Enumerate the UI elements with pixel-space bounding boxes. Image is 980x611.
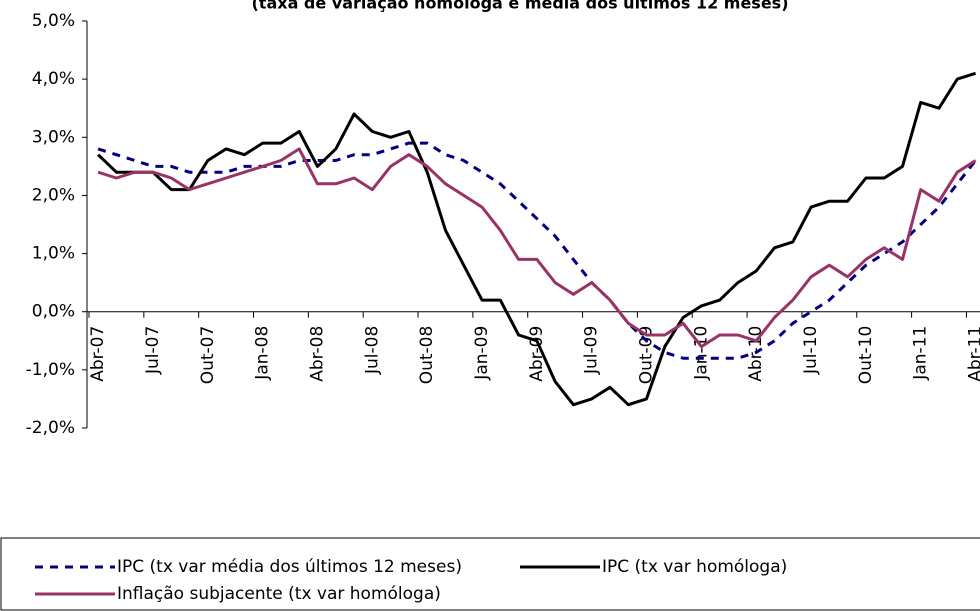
x-tick-label: Jul-09	[582, 326, 602, 375]
x-tick-label: Jul-10	[801, 326, 821, 375]
legend-label: Inflação subjacente (tx var homóloga)	[117, 584, 441, 604]
x-tick-label: Out-07	[198, 326, 218, 385]
legend-label: IPC (tx var média dos últimos 12 meses)	[117, 557, 462, 577]
legend-box	[0, 537, 980, 611]
x-tick-label: Out-09	[637, 326, 657, 385]
y-tick-label: 3,0%	[32, 127, 75, 147]
y-tick-label: -2,0%	[26, 418, 75, 438]
x-tick-label: Jul-07	[143, 326, 163, 375]
x-tick-label: Jan-08	[253, 326, 273, 381]
y-tick-label: 5,0%	[32, 11, 75, 31]
x-tick-label: Abr-11	[966, 326, 980, 382]
series-line	[97, 141, 977, 360]
series-line	[97, 71, 977, 407]
legend-label: IPC (tx var homóloga)	[602, 557, 787, 577]
y-tick-label: 2,0%	[32, 185, 75, 205]
y-tick-label: 0,0%	[32, 302, 75, 322]
x-tick-label: Jul-08	[362, 326, 382, 375]
x-tick-label: Jan-11	[911, 326, 931, 381]
x-tick-label: Jan-10	[691, 326, 711, 381]
y-tick-label: -1,0%	[26, 360, 75, 380]
y-tick-label: 4,0%	[32, 69, 75, 89]
x-tick-label: Abr-07	[88, 326, 108, 382]
x-tick-label: Jan-09	[472, 326, 492, 381]
x-tick-label: Out-08	[417, 326, 437, 385]
x-tick-label: Abr-08	[308, 326, 328, 382]
y-tick-label: 1,0%	[32, 244, 75, 264]
chart-title: (taxa de variação homóloga e média dos ú…	[251, 0, 788, 13]
x-tick-label: Out-10	[856, 326, 876, 385]
series-line	[97, 147, 977, 349]
